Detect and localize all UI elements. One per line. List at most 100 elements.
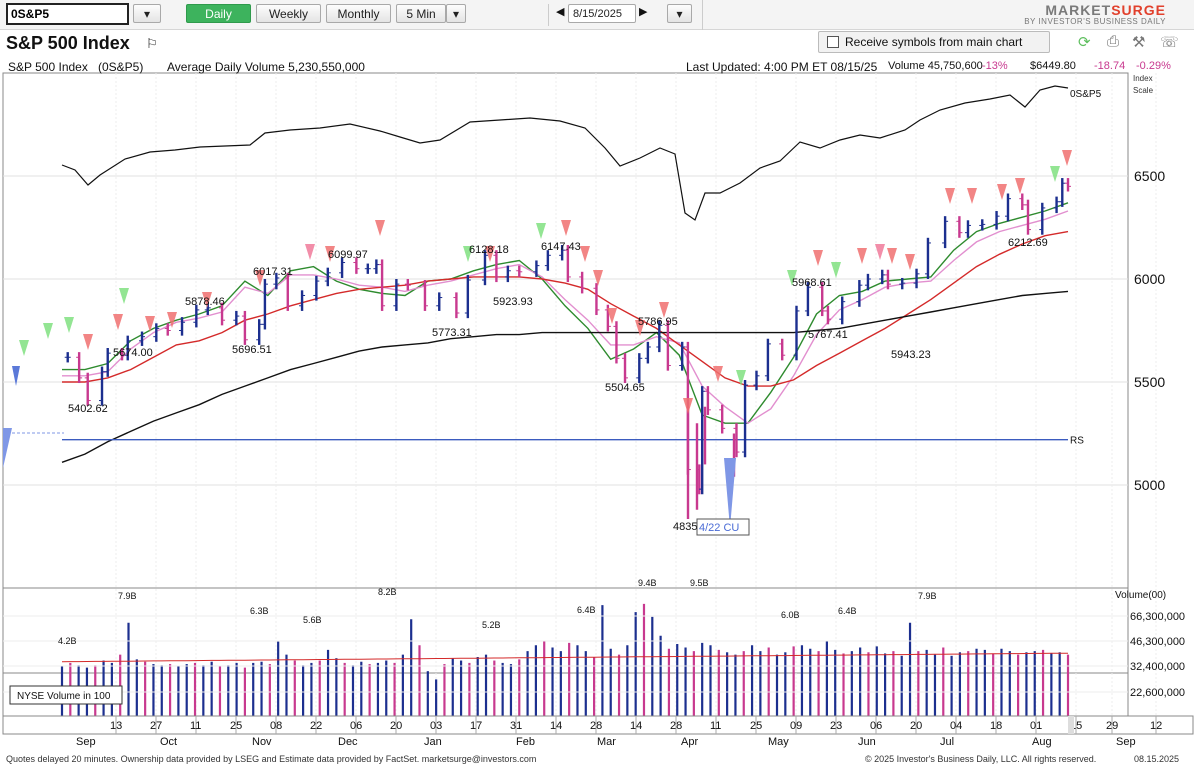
five-min-button[interactable]: 5 Min (396, 4, 446, 23)
flag-icon[interactable]: ⚐ (146, 36, 158, 51)
event-label: 4/22 CU (699, 522, 739, 534)
info-volume: Volume 45,750,600 (888, 60, 983, 72)
date-tick-label: 11 (190, 720, 201, 732)
price-annotation: 6017.31 (253, 266, 293, 278)
info-volume-change: -13% (982, 60, 1008, 72)
phone-icon[interactable]: ☏ (1160, 34, 1179, 51)
volume-peak-label: 5.6B (303, 615, 322, 625)
volume-peak-label: 6.4B (577, 605, 596, 615)
footer-disclaimer: Quotes delayed 20 minutes. Ownership dat… (6, 754, 537, 764)
blue-edge-marker (3, 428, 12, 468)
stock-chart[interactable]: 0S&P5 RS 5402.62 5674.00 5878.46 5696.51 601… (0, 58, 1194, 752)
signal-flag (1015, 178, 1025, 194)
signal-flag (145, 316, 155, 332)
signal-flag (967, 188, 977, 204)
date-tick-label: 11 (710, 720, 721, 732)
date-input[interactable]: 8/15/2025 (568, 4, 636, 23)
price-annotation: 5696.51 (232, 344, 272, 356)
next-date-icon[interactable]: ▶ (639, 6, 648, 18)
interval-dropdown-button[interactable]: ▾ (446, 4, 466, 23)
signal-flag (113, 314, 123, 330)
ma-line-green (62, 202, 1069, 424)
date-tick-label: 17 (470, 720, 482, 732)
rs-level-line: RS (62, 436, 1084, 447)
price-tick-label: 5500 (1134, 374, 1165, 390)
signal-flag (813, 250, 823, 266)
info-change-pct: -0.29% (1136, 60, 1171, 72)
price-tick-label: 5000 (1134, 477, 1165, 493)
info-price: $6449.80 (1030, 60, 1076, 72)
price-annotation: 6147.43 (541, 241, 581, 253)
signal-flag (736, 370, 746, 386)
volume-peak-label: 7.9B (118, 591, 137, 601)
price-annotation: 6212.69 (1008, 237, 1048, 249)
volume-tick-label: 46,300,000 (1130, 636, 1185, 648)
price-annotation: 5674.00 (113, 347, 153, 359)
price-axis-index-label: Index (1133, 74, 1153, 83)
price-annotation: 5773.31 (432, 327, 472, 339)
refresh-icon[interactable]: ⟳ (1078, 34, 1091, 51)
date-dropdown-button[interactable]: ▾ (667, 4, 692, 23)
signal-flag (875, 244, 885, 260)
wrench-icon[interactable]: ⚒ (1132, 34, 1146, 51)
date-tick-label: 06 (350, 720, 362, 732)
price-annotation: 5786.95 (638, 316, 678, 328)
monthly-button[interactable]: Monthly (326, 4, 391, 23)
logo-text-a: MARKET (1045, 2, 1112, 18)
signal-flag (561, 220, 571, 236)
signal-flag (683, 398, 693, 414)
price-annotation: 6099.97 (328, 249, 368, 261)
date-tick-label: 09 (790, 720, 802, 732)
prev-date-icon[interactable]: ◀ (556, 6, 565, 18)
price-bars (64, 178, 1071, 519)
receive-symbols-toggle[interactable]: Receive symbols from main chart (818, 31, 1050, 53)
price-axis: 5000 5500 6000 6500 Index Scale (1133, 74, 1165, 493)
signal-flag (19, 340, 29, 356)
month-label: Feb (516, 736, 535, 748)
date-tick-label: 01 (1030, 720, 1042, 732)
price-axis-scale-label: Scale (1133, 86, 1154, 95)
date-tick-label: 13 (110, 720, 122, 732)
date-tick-label: 28 (590, 720, 602, 732)
signal-flag (887, 248, 897, 264)
signal-flag (787, 270, 797, 286)
signal-flag (305, 244, 315, 260)
date-tick-label: 22 (310, 720, 322, 732)
weekly-button[interactable]: Weekly (256, 4, 321, 23)
chart-grid (3, 73, 1157, 716)
signal-flag (83, 334, 93, 350)
info-symbol: (0S&P5) (98, 60, 144, 74)
volume-peak-label: 4.2B (58, 636, 77, 646)
chart-area: 0S&P5 RS 5402.62 5674.00 5878.46 5696.51 601… (0, 58, 1194, 752)
volume-peak-label: 5.2B (482, 620, 501, 630)
receive-symbols-checkbox[interactable] (827, 36, 839, 48)
event-label-box (696, 518, 750, 536)
volume-legend: NYSE Volume in 100 (17, 691, 111, 702)
date-tick-label: 18 (990, 720, 1002, 732)
date-tick-label: 25 (230, 720, 242, 732)
volume-peak-label: 9.5B (690, 578, 709, 588)
date-tick-label: 04 (950, 720, 962, 732)
signal-flag (375, 220, 385, 236)
volume-peak-label: 9.4B (638, 578, 657, 588)
date-axis-band (2, 715, 1194, 735)
symbol-input[interactable] (6, 3, 129, 25)
symbol-dropdown-button[interactable]: ▾ (133, 4, 161, 23)
print-icon[interactable]: ⎙ (1107, 33, 1120, 50)
month-label: Oct (160, 736, 177, 748)
date-tick-label: 06 (870, 720, 882, 732)
price-annotation: 6128.18 (469, 244, 509, 256)
volume-peak-label: 6.4B (838, 606, 857, 616)
top-toolbar: ▾ Daily Weekly Monthly 5 Min ▾ ◀ 8/15/20… (0, 0, 1194, 30)
month-label: May (768, 736, 789, 748)
price-panel (2, 72, 1129, 674)
price-annotation: 5878.46 (185, 296, 225, 308)
signal-flag (1050, 166, 1060, 182)
date-tick-label: 08 (270, 720, 282, 732)
volume-peak-label: 6.3B (250, 606, 269, 616)
daily-button[interactable]: Daily (186, 4, 251, 23)
marketsurge-logo: MARKETSURGE (1045, 2, 1166, 18)
ma-line-red (62, 230, 1069, 387)
blue-spike-marker (724, 458, 736, 528)
volume-axis-title: Volume(00) (1115, 590, 1166, 601)
